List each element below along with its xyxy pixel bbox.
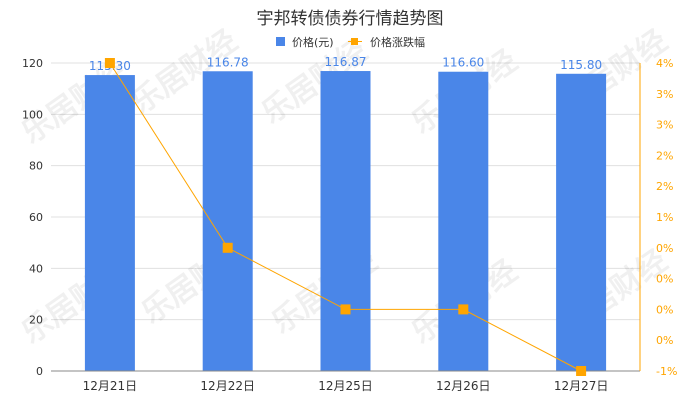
right-tick-label: 0% [656,242,673,255]
legend-bar-swatch [276,37,285,46]
left-tick-label: 120 [22,57,43,70]
x-tick-label: 12月26日 [436,379,491,393]
left-tick-label: 80 [29,160,43,173]
chart-title: 宇邦转债债券行情趋势图 [257,9,444,29]
line-point [576,366,587,376]
bar [320,71,371,372]
right-tick-label: 0% [656,303,673,316]
line-point [340,304,351,315]
bar-data-label: 116.60 [442,56,484,70]
legend-line-label: 价格涨跌幅 [370,35,425,49]
bar [84,75,135,372]
right-tick-label: 1% [656,211,673,224]
x-tick-label: 12月25日 [318,379,373,393]
line-point [222,242,233,253]
legend-line-marker [351,38,358,45]
left-tick-label: 60 [29,211,43,224]
bar [438,71,489,371]
right-tick-label: -1% [656,365,677,378]
right-tick-label: 0% [656,334,673,347]
right-tick-label: 4% [656,57,673,70]
line-point [458,304,469,315]
right-tick-label: 2% [656,180,673,193]
left-tick-label: 20 [29,314,43,327]
bar-data-label: 116.87 [325,55,367,69]
x-tick-label: 12月21日 [83,379,138,393]
bar-data-label: 115.80 [560,58,602,72]
bar [556,73,607,371]
left-tick-label: 100 [22,108,43,121]
right-tick-label: 3% [656,88,673,101]
left-tick-label: 0 [36,365,43,378]
bar-data-label: 116.78 [207,55,249,69]
x-tick-label: 12月22日 [200,379,255,393]
right-tick-label: 0% [656,273,673,286]
right-tick-label: 2% [656,149,673,162]
left-tick-label: 40 [29,262,43,275]
legend-bar-label: 价格(元) [292,35,334,49]
line-point [104,58,115,68]
x-tick-label: 12月27日 [554,379,609,393]
right-tick-label: 3% [656,119,673,132]
